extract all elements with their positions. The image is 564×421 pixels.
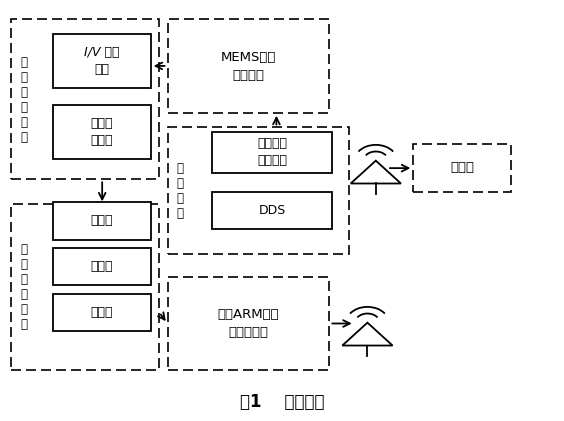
Bar	[168, 277, 329, 370]
Bar	[53, 248, 151, 285]
Text: 图1    系统框图: 图1 系统框图	[240, 393, 324, 410]
Bar	[413, 144, 511, 192]
Text: 双路对称
放大电路: 双路对称 放大电路	[257, 137, 287, 167]
Bar	[53, 104, 151, 159]
Bar	[168, 128, 349, 254]
Bar	[11, 19, 159, 179]
Bar	[212, 132, 332, 173]
Text: DDS: DDS	[259, 204, 286, 217]
Text: 乘法器: 乘法器	[91, 214, 113, 227]
Bar	[11, 204, 159, 370]
Text: 前
置
放
大
电
路: 前 置 放 大 电 路	[20, 56, 28, 144]
Text: 上位机: 上位机	[450, 161, 474, 174]
Text: 滤波器: 滤波器	[91, 306, 113, 319]
Text: I/V 转换
电路: I/V 转换 电路	[84, 46, 120, 76]
Bar	[168, 19, 329, 113]
Text: 基于ARM的中
心处理模块: 基于ARM的中 心处理模块	[218, 308, 279, 339]
Bar	[212, 192, 332, 229]
Bar	[53, 293, 151, 331]
Bar	[53, 202, 151, 240]
Bar	[53, 34, 151, 88]
Text: MEMS电场
敏感芯片: MEMS电场 敏感芯片	[221, 51, 276, 82]
Text: 跟随器: 跟随器	[91, 260, 113, 273]
Text: 驱
动
电
路: 驱 动 电 路	[177, 162, 184, 220]
Text: 模
拟
解
调
电
路: 模 拟 解 调 电 路	[20, 243, 28, 331]
Text: 差分放
大电路: 差分放 大电路	[91, 117, 113, 147]
